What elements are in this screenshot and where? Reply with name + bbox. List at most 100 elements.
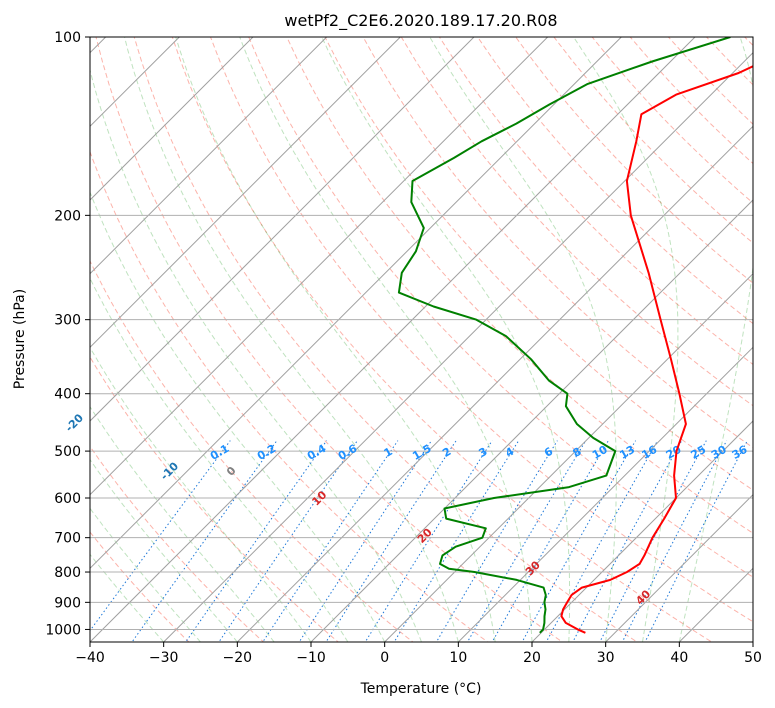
sounding-traces — [397, 37, 753, 634]
isotherm-line — [90, 37, 549, 496]
dry-adiabat-line — [90, 259, 414, 642]
dry-adiabat-line — [515, 37, 753, 284]
x-tick-label: −30 — [149, 650, 179, 666]
y-tick-label: 900 — [54, 595, 81, 611]
dewpoint-trace — [397, 37, 731, 634]
x-tick-label: −40 — [75, 650, 105, 666]
dry-adiabat-label: 20 — [415, 526, 435, 546]
mixing-ratio-label: 0.2 — [255, 442, 278, 463]
y-tick-label: 300 — [54, 313, 81, 329]
y-axis-ticks: 100 200 300 400 500 600 700 800 900 1000 — [45, 30, 90, 638]
moist-adiabat-line — [90, 458, 238, 642]
mixing-ratio-label: 30 — [709, 443, 729, 462]
mixing-ratio-line — [491, 440, 609, 642]
x-tick-label: −10 — [296, 650, 326, 666]
moist-adiabat-line — [90, 277, 349, 642]
x-tick-label: 10 — [449, 650, 467, 666]
dry-adiabat-line — [362, 37, 753, 449]
x-tick-label: 20 — [523, 650, 541, 666]
x-tick-label: 40 — [670, 650, 688, 666]
dry-adiabat-line — [400, 37, 753, 407]
isotherm-line — [457, 346, 753, 642]
isotherm-line — [90, 37, 254, 201]
mixing-ratio-line — [545, 440, 659, 642]
isotherm-line — [384, 272, 753, 642]
isotherm-line — [752, 641, 753, 642]
moist-adiabat-line — [90, 68, 422, 642]
mixing-ratio-line — [90, 440, 231, 632]
moist-adiabat-line — [90, 346, 312, 642]
mixing-ratio-line — [262, 440, 399, 642]
mixing-ratio-line — [521, 440, 637, 642]
dry-adiabat-line — [591, 37, 753, 204]
dry-adiabat-line — [133, 37, 638, 642]
isotherm-line — [90, 37, 328, 275]
dry-adiabat-line — [744, 37, 753, 47]
dry-adiabat-line — [95, 37, 564, 642]
y-tick-label: 100 — [54, 30, 81, 46]
dry-adiabat-line — [90, 531, 190, 642]
temperature-trace — [560, 65, 753, 634]
dry-adiabat-label: 0 — [224, 464, 239, 479]
mixing-ratio-line — [599, 440, 707, 642]
x-tick-label: 50 — [744, 650, 762, 666]
moist-adiabat-line — [90, 190, 386, 642]
mixing-ratio-line — [466, 440, 587, 642]
dry-adiabat-line — [90, 356, 339, 642]
dry-adiabat-line — [629, 37, 753, 165]
dry-adiabat-line — [171, 37, 713, 642]
mixing-ratio-label: 0.4 — [305, 442, 329, 463]
moist-adiabat-line — [321, 37, 571, 642]
dry-adiabat-label: -20 — [63, 411, 86, 434]
moist-adiabat-line — [90, 405, 275, 642]
moist-adiabat-line — [90, 507, 201, 642]
mixing-ratio-line — [572, 440, 683, 642]
moist-adiabat-line — [573, 37, 679, 642]
mixing-ratio-labels: 0.1 0.2 0.4 0.6 1 1.5 2 3 4 6 8 10 13 16 20 25 30 36 — [208, 442, 750, 463]
mixing-ratio-label: 1 — [382, 445, 395, 460]
isotherm-line — [310, 199, 753, 642]
isotherm-line — [163, 51, 753, 642]
dry-adiabat-label: -10 — [158, 459, 181, 482]
mixing-ratio-label: 20 — [664, 443, 684, 462]
mixing-ratio-label: 36 — [730, 443, 750, 462]
moist-adiabat-line — [239, 37, 533, 642]
mixing-ratio-line — [364, 440, 493, 642]
dry-adiabat-label: -30 — [0, 363, 2, 386]
dry-adiabat-line — [286, 37, 753, 534]
moist-adiabat-line — [429, 37, 617, 642]
y-tick-label: 400 — [54, 387, 81, 403]
dry-adiabat-line — [209, 37, 753, 623]
mixing-ratio-label: 8 — [571, 445, 584, 460]
mixing-ratio-line — [298, 440, 432, 642]
isotherm-line — [236, 125, 753, 642]
chart-title: wetPf2_C2E6.2020.189.17.20.R08 — [284, 11, 557, 31]
mixing-ratio-label: 16 — [639, 443, 659, 462]
y-axis-label: Pressure (hPa) — [12, 289, 28, 389]
x-axis-ticks: −40 −30 −20 −10 0 10 20 30 40 50 — [75, 642, 762, 666]
x-tick-label: 0 — [380, 650, 389, 666]
y-tick-label: 600 — [54, 491, 81, 507]
y-tick-label: 200 — [54, 208, 81, 224]
mixing-ratio-line — [435, 440, 558, 642]
isotherm-line — [531, 420, 753, 642]
mixing-ratio-label: 4 — [503, 445, 516, 460]
dry-adiabat-line — [90, 150, 489, 642]
x-axis-label: Temperature (°C) — [360, 681, 482, 697]
dry-adiabat-line — [477, 37, 753, 325]
isotherm-line — [90, 37, 475, 422]
mixing-ratio-label: 0.6 — [336, 442, 360, 463]
dry-adiabat-line — [90, 445, 265, 642]
isotherm-line — [678, 567, 753, 642]
x-tick-label: −20 — [223, 650, 253, 666]
background-lines — [90, 10, 775, 654]
isotherm-line — [605, 493, 753, 642]
dry-adiabat-line — [756, 10, 775, 654]
mixing-ratio-line — [644, 440, 748, 642]
moist-adiabat-line — [175, 37, 496, 642]
isotherm-line — [90, 37, 401, 349]
mixing-ratio-line — [325, 440, 457, 642]
x-tick-label: 30 — [597, 650, 615, 666]
mixing-ratio-label: 13 — [617, 443, 637, 462]
